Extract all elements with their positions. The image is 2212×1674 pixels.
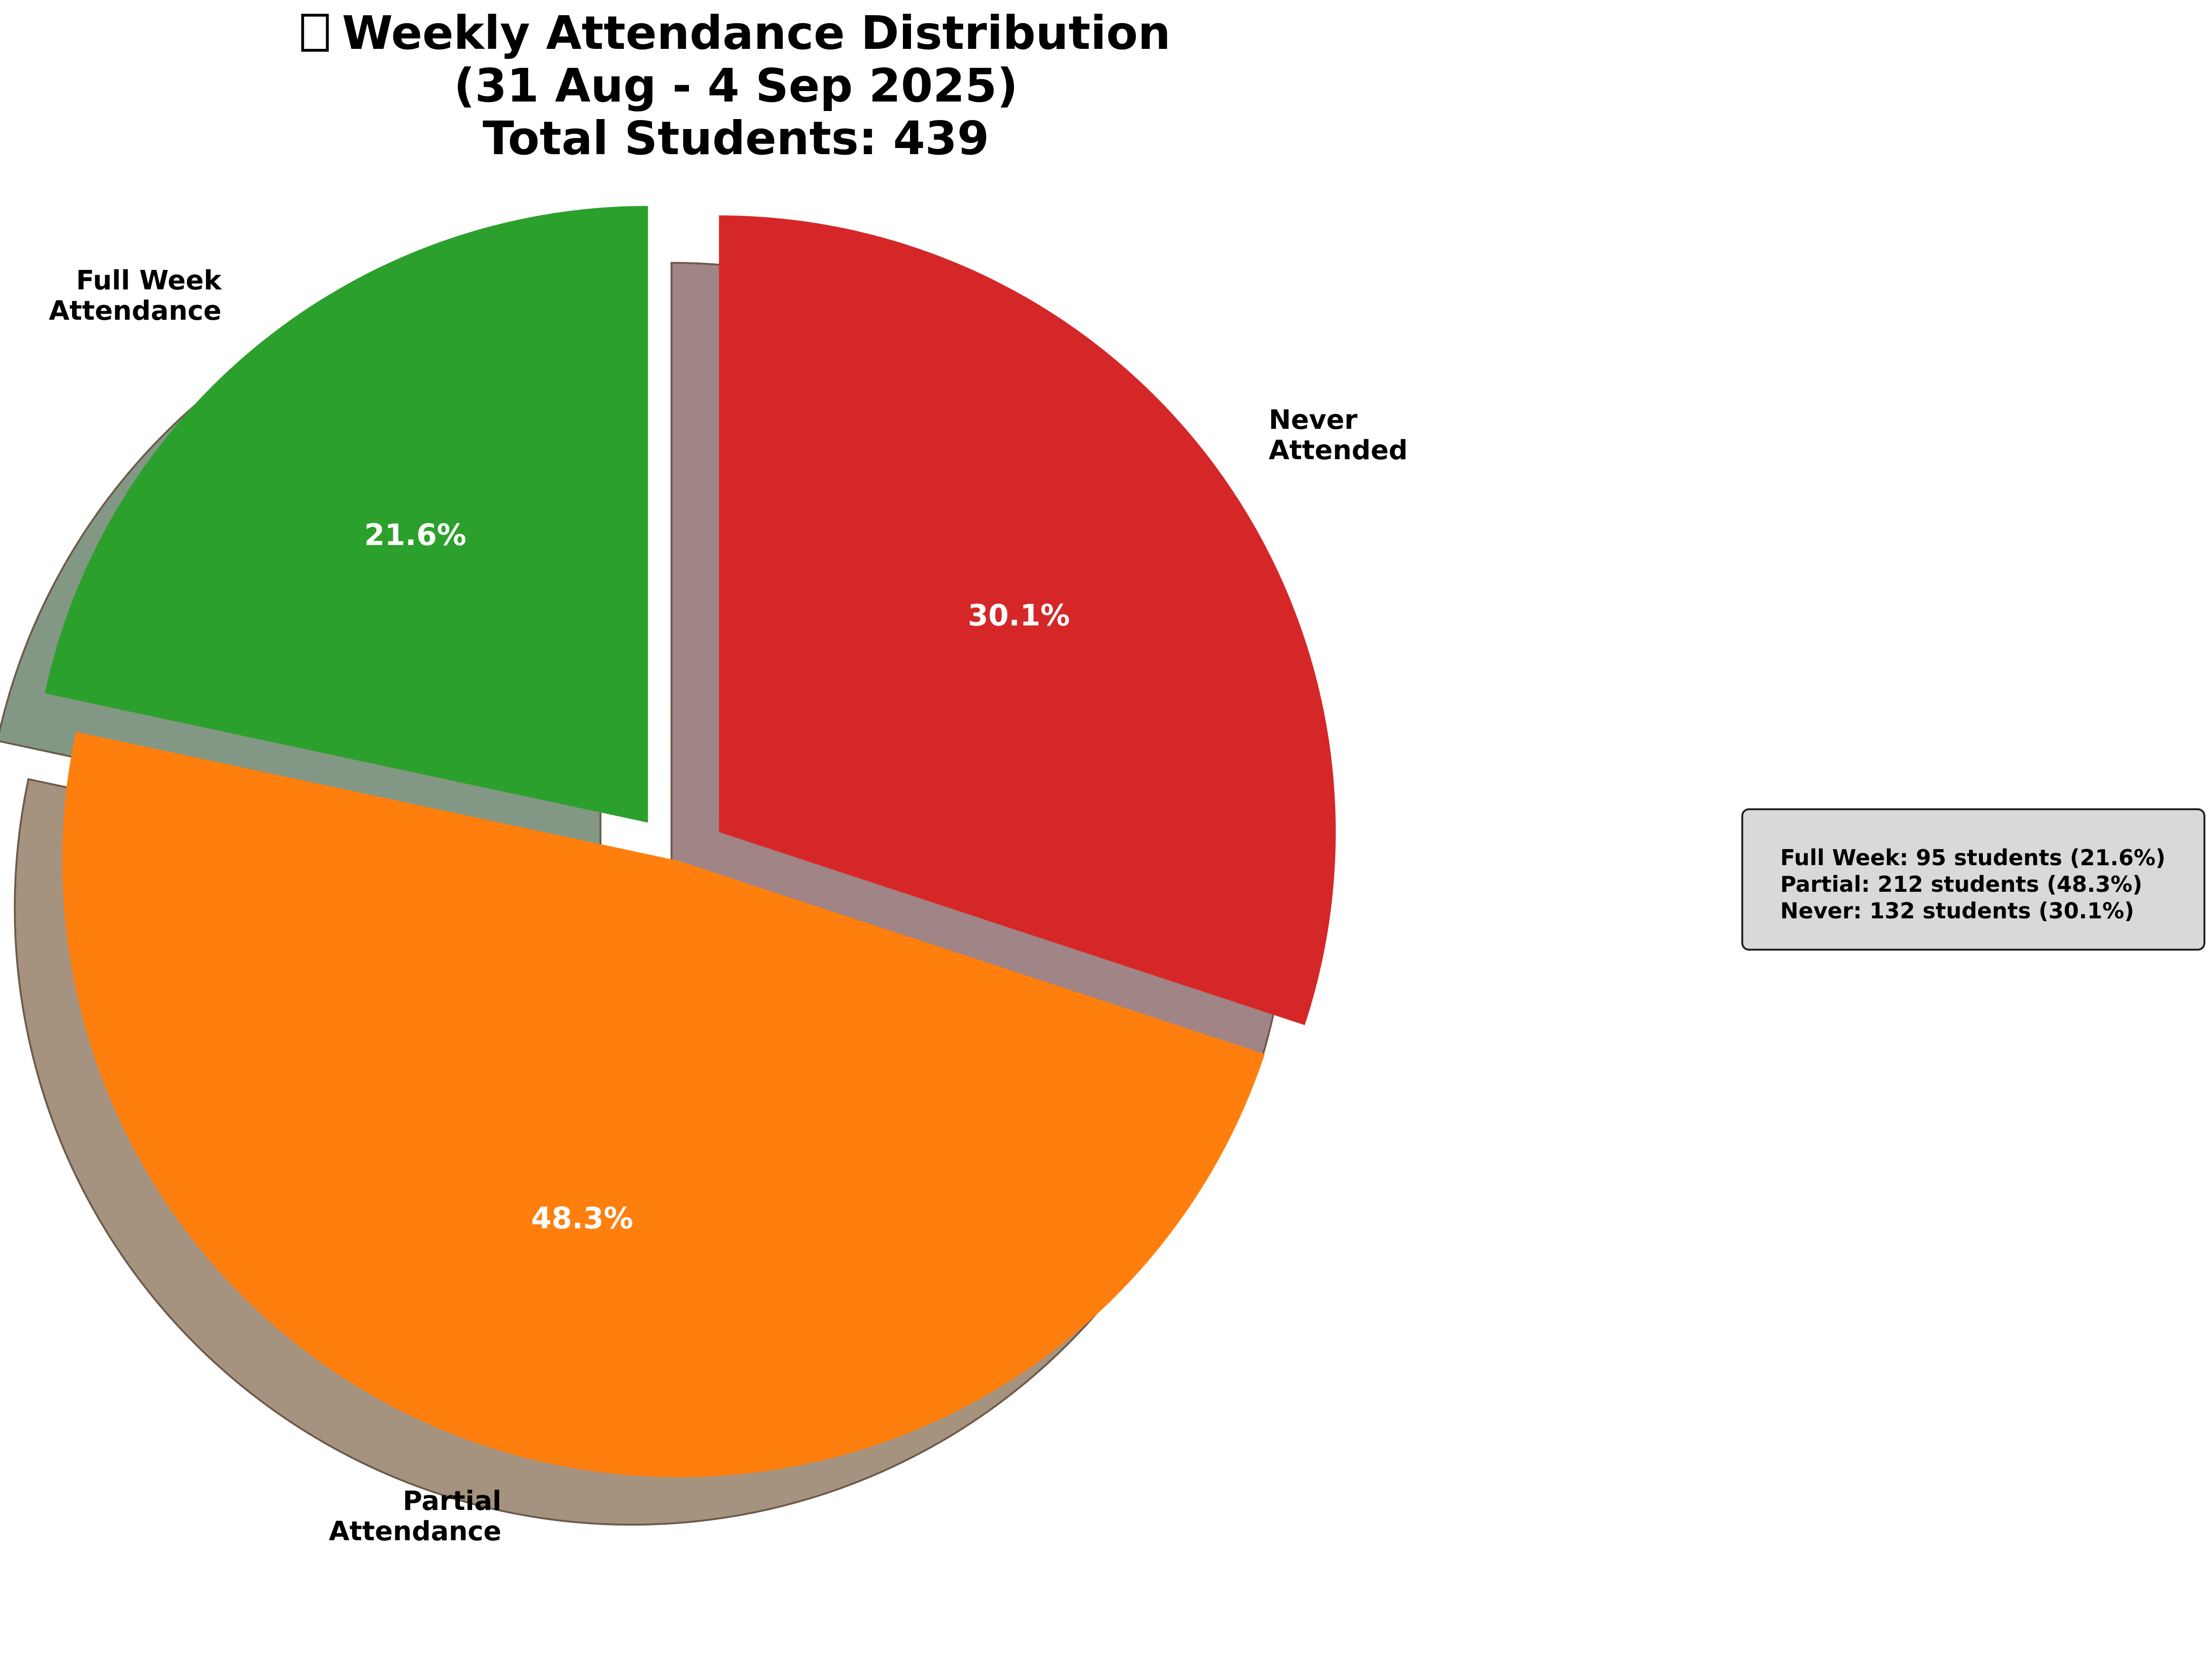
pie-category-label-never-attended: Never Attended [1269, 405, 1408, 466]
pie-percent-label-never-attended: 30.1% [968, 598, 1070, 632]
chart-title-text: Weekly Attendance Distribution [342, 6, 1171, 60]
chart-subtitle-dates: (31 Aug - 4 Sep 2025) [454, 59, 1018, 112]
pie-slice-layer [45, 206, 1336, 1478]
chart-subtitle-total: Total Students: 439 [483, 111, 989, 165]
chart-icon [301, 14, 329, 52]
pie-slice-full-week-attendance [45, 206, 648, 823]
pie-category-label-line: Attendance [49, 296, 222, 326]
pie-category-label-line: Attendance [329, 1516, 502, 1547]
pie-category-label-partial-attendance: Partial Attendance [329, 1486, 502, 1547]
pie-slice-never-attended [719, 215, 1336, 1026]
pie-category-label-line: Partial [403, 1486, 502, 1517]
pie-category-label-line: Attended [1269, 435, 1408, 466]
pie-category-label-line: Full Week [76, 265, 222, 296]
summary-full-week: Full Week: 95 students (21.6%) [1780, 845, 2166, 870]
pie-percent-label-full-week-attendance: 21.6% [364, 518, 466, 552]
pie-category-label-line: Never [1269, 405, 1357, 435]
pie-category-label-full-week-attendance: Full Week Attendance [49, 265, 222, 326]
summary-partial: Partial: 212 students (48.3%) [1780, 871, 2143, 897]
summary-box: Full Week: 95 students (21.6%) Partial: … [1741, 808, 2205, 951]
summary-never: Never: 132 students (30.1%) [1780, 898, 2135, 924]
pie-slice-partial-attendance [62, 731, 1265, 1478]
pie-percent-layer: 21.6% 48.3% 30.1% [364, 518, 1070, 1235]
chart-title-line-1: Weekly Attendance Distribution [301, 7, 1171, 59]
pie-percent-label-partial-attendance: 48.3% [531, 1201, 633, 1235]
chart-title: Weekly Attendance Distribution (31 Aug -… [301, 7, 1171, 165]
